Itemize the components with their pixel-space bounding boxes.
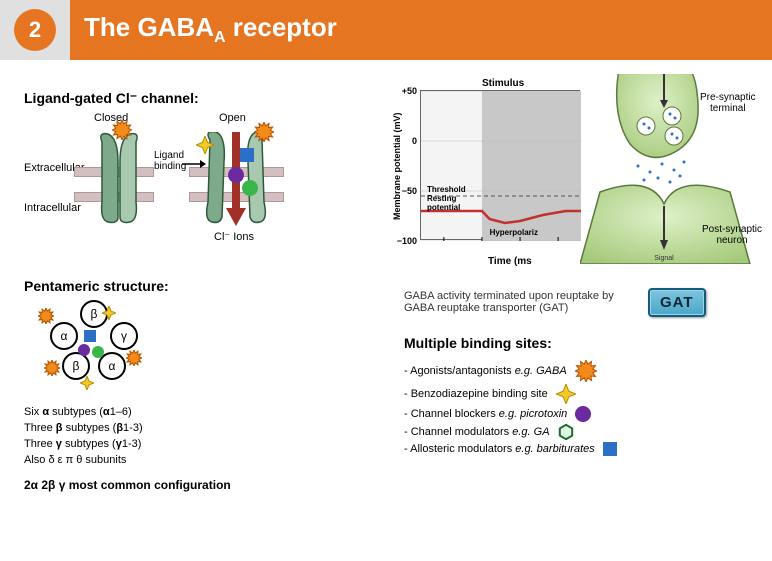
binding-row: - Agonists/antagonists e.g. GABA: [404, 360, 744, 382]
pentamer-diagram: β α γ β α: [40, 300, 150, 395]
pre-synaptic-label: Pre-synaptic terminal: [700, 92, 756, 114]
star4-icon: [102, 306, 116, 325]
heading-channel: Ligand-gated Cl⁻ channel:: [24, 90, 199, 107]
binding-text: - Allosteric modulators e.g. barbiturate…: [404, 443, 595, 455]
hexagon-icon: [558, 424, 574, 440]
label-open: Open: [219, 112, 246, 124]
header-badge-area: 2: [0, 0, 70, 60]
burst-icon: [112, 120, 132, 145]
star4-icon: [80, 376, 94, 395]
chart-area: +500−50−1000123ThresholdRestingpotential…: [420, 90, 580, 240]
purple-icon: [575, 406, 591, 422]
burst-icon: [126, 350, 142, 371]
label-intracellular: Intracellular: [24, 202, 81, 214]
svg-text:Hyperpolariz: Hyperpolariz: [490, 228, 538, 237]
green-circle-icon: [242, 180, 258, 196]
slide-content: Ligand-gated Cl⁻ channel: Closed Open Ex…: [0, 60, 772, 561]
ligand-arrow-icon: [182, 156, 206, 172]
binding-text: - Channel modulators e.g. GA: [404, 426, 550, 438]
square-icon: [603, 442, 617, 456]
signal-label: Signal: [654, 255, 674, 262]
binding-text: - Channel blockers e.g. picrotoxin: [404, 408, 567, 420]
purple-circle-icon: [228, 167, 244, 183]
slide-header: 2 The GABAA receptor: [0, 0, 772, 60]
label-clions: Cl⁻ Ions: [214, 230, 254, 243]
square-icon: [240, 148, 254, 162]
binding-text: - Agonists/antagonists e.g. GABA: [404, 365, 567, 377]
gat-caption: GABA activity terminated upon reuptake b…: [404, 290, 614, 314]
star4-icon: [556, 384, 576, 404]
green-circle-icon: [92, 346, 104, 358]
slide-number-badge: 2: [14, 9, 56, 51]
svg-text:potential: potential: [427, 203, 460, 212]
subunit-gamma: γ: [110, 322, 138, 350]
subunit-alpha: α: [50, 322, 78, 350]
binding-row: - Channel modulators e.g. GA: [404, 424, 744, 440]
binding-row: - Allosteric modulators e.g. barbiturate…: [404, 442, 744, 456]
burst-icon: [575, 360, 597, 382]
heading-pentamer: Pentameric structure:: [24, 278, 169, 294]
binding-row: - Benzodiazepine binding site: [404, 384, 744, 404]
subtype-list: Six α subtypes (α1–6)Three β subtypes (β…: [24, 405, 143, 469]
burst-icon: [44, 360, 60, 381]
square-icon: [84, 330, 96, 342]
chart-ylabel: Membrane potential (mV): [392, 112, 402, 220]
burst-icon: [38, 308, 54, 329]
channel-diagram: Closed Open Extracellular Intracellular …: [24, 112, 314, 242]
chart-xlabel: Time (ms: [488, 256, 532, 267]
gat-badge: GAT: [648, 288, 706, 317]
chart-title: Stimulus: [482, 78, 524, 89]
binding-legend: - Agonists/antagonists e.g. GABA - Benzod…: [404, 360, 744, 458]
closed-channel-icon: [94, 132, 144, 227]
header-title-bar: The GABAA receptor: [70, 0, 772, 60]
purple-circle-icon: [78, 344, 90, 356]
post-synaptic-label: Post-synaptic neuron: [702, 224, 762, 246]
svg-text:Resting: Resting: [427, 194, 456, 203]
potential-chart: Stimulus Membrane potential (mV) +500−50…: [410, 80, 580, 240]
binding-row: - Channel blockers e.g. picrotoxin: [404, 406, 744, 422]
binding-text: - Benzodiazepine binding site: [404, 388, 548, 400]
burst-icon: [254, 122, 274, 147]
slide-title: The GABAA receptor: [84, 12, 337, 47]
svg-text:Threshold: Threshold: [427, 185, 466, 194]
synapse-diagram: Signal Pre-synaptic terminal Post-synapt…: [580, 74, 760, 264]
heading-binding: Multiple binding sites:: [404, 335, 552, 351]
config-line: 2α 2β γ most common configuration: [24, 478, 231, 492]
